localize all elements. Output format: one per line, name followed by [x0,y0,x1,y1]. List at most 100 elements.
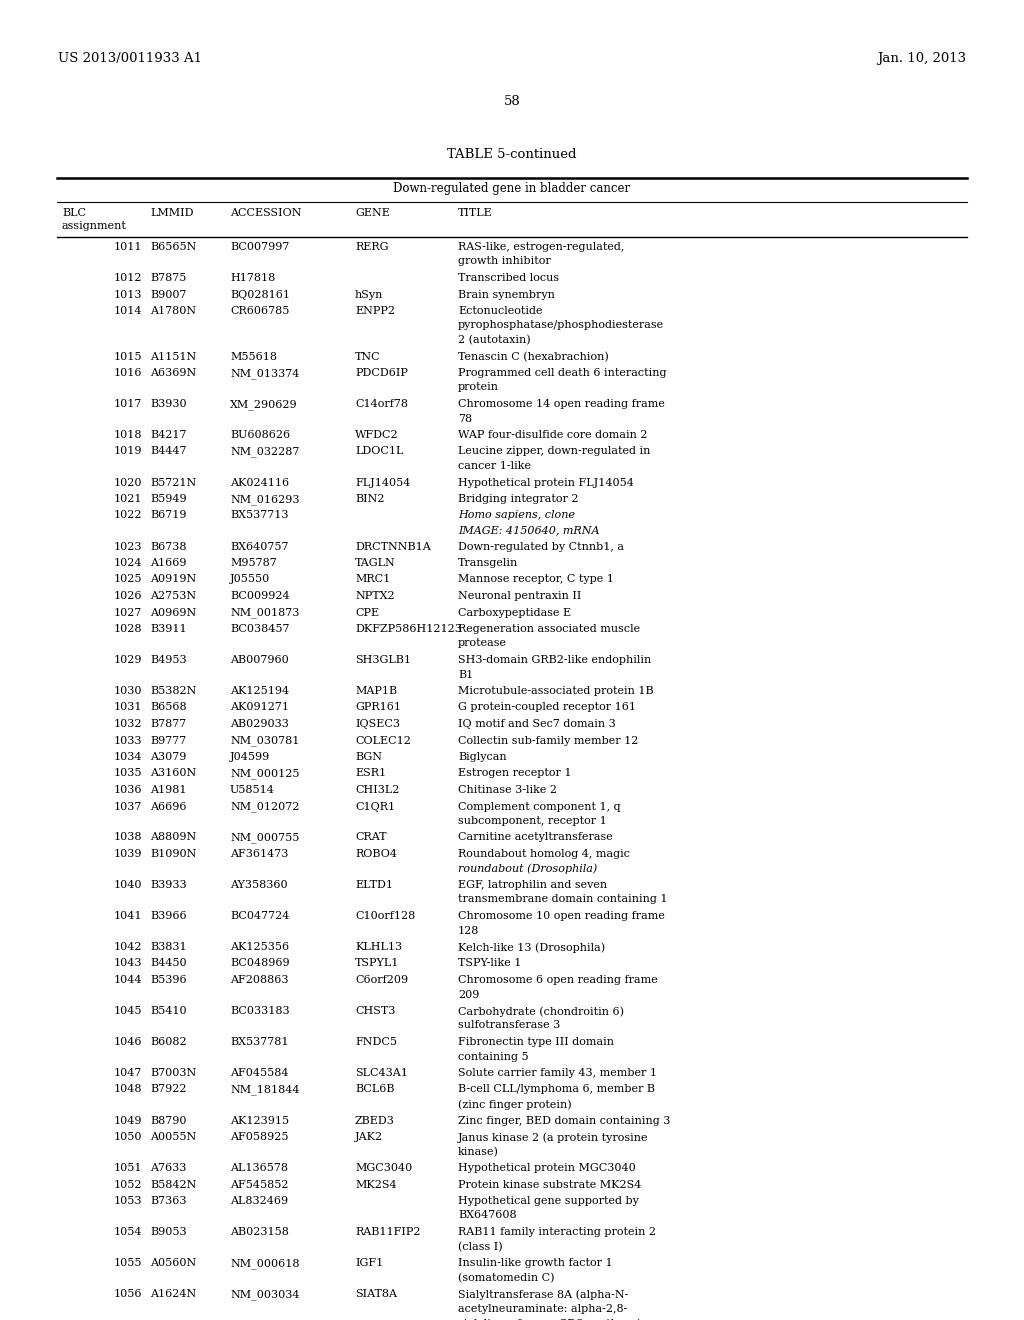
Text: pyrophosphatase/phosphodiesterase: pyrophosphatase/phosphodiesterase [458,321,665,330]
Text: C10orf128: C10orf128 [355,911,416,921]
Text: A2753N: A2753N [150,591,197,601]
Text: ESR1: ESR1 [355,768,386,779]
Text: growth inhibitor: growth inhibitor [458,256,551,267]
Text: 1029: 1029 [114,655,142,665]
Text: 1045: 1045 [114,1006,142,1016]
Text: G protein-coupled receptor 161: G protein-coupled receptor 161 [458,702,636,713]
Text: A1624N: A1624N [150,1290,197,1299]
Text: Brain synembryn: Brain synembryn [458,289,555,300]
Text: AL136578: AL136578 [230,1163,288,1173]
Text: AK123915: AK123915 [230,1115,289,1126]
Text: NM_003034: NM_003034 [230,1290,299,1300]
Text: A7633: A7633 [150,1163,186,1173]
Text: (class I): (class I) [458,1242,503,1251]
Text: Hypothetical protein MGC3040: Hypothetical protein MGC3040 [458,1163,636,1173]
Text: acetylneuraminate: alpha-2,8-: acetylneuraminate: alpha-2,8- [458,1304,628,1313]
Text: B3966: B3966 [150,911,186,921]
Text: 1041: 1041 [114,911,142,921]
Text: (somatomedin C): (somatomedin C) [458,1272,555,1283]
Text: Homo sapiens, clone: Homo sapiens, clone [458,511,575,520]
Text: LDOC1L: LDOC1L [355,446,403,457]
Text: ZBED3: ZBED3 [355,1115,395,1126]
Text: Solute carrier family 43, member 1: Solute carrier family 43, member 1 [458,1068,657,1078]
Text: BC048969: BC048969 [230,958,290,969]
Text: protease: protease [458,639,507,648]
Text: AK091271: AK091271 [230,702,289,713]
Text: NM_000125: NM_000125 [230,768,299,779]
Text: GPR161: GPR161 [355,702,401,713]
Text: A8809N: A8809N [150,833,197,842]
Text: PDCD6IP: PDCD6IP [355,368,408,378]
Text: Bridging integrator 2: Bridging integrator 2 [458,494,579,504]
Text: A0969N: A0969N [150,607,197,618]
Text: BLC: BLC [62,209,86,218]
Text: B7922: B7922 [150,1085,186,1094]
Text: sulfotransferase 3: sulfotransferase 3 [458,1020,560,1031]
Text: 1021: 1021 [114,494,142,504]
Text: NM_000755: NM_000755 [230,833,299,843]
Text: C6orf209: C6orf209 [355,975,409,985]
Text: TAGLN: TAGLN [355,558,395,568]
Text: 1056: 1056 [114,1290,142,1299]
Text: Sialyltransferase 8A (alpha-N-: Sialyltransferase 8A (alpha-N- [458,1290,629,1300]
Text: IMAGE: 4150640, mRNA: IMAGE: 4150640, mRNA [458,525,599,535]
Text: Down-regulated by Ctnnb1, a: Down-regulated by Ctnnb1, a [458,541,624,552]
Text: 1015: 1015 [114,351,142,362]
Text: 1032: 1032 [114,719,142,729]
Text: 1022: 1022 [114,511,142,520]
Text: J05550: J05550 [230,574,270,585]
Text: COLEC12: COLEC12 [355,735,411,746]
Text: Complement component 1, q: Complement component 1, q [458,801,621,812]
Text: Tenascin C (hexabrachion): Tenascin C (hexabrachion) [458,351,608,362]
Text: B1: B1 [458,669,473,680]
Text: A1669: A1669 [150,558,186,568]
Text: B1090N: B1090N [150,849,197,859]
Text: B5721N: B5721N [150,478,197,487]
Text: CHST3: CHST3 [355,1006,395,1016]
Text: kinase): kinase) [458,1147,499,1156]
Text: AK024116: AK024116 [230,478,289,487]
Text: Leucine zipper, down-regulated in: Leucine zipper, down-regulated in [458,446,650,457]
Text: 1051: 1051 [114,1163,142,1173]
Text: Zinc finger, BED domain containing 3: Zinc finger, BED domain containing 3 [458,1115,671,1126]
Text: ACCESSION: ACCESSION [230,209,301,218]
Text: containing 5: containing 5 [458,1052,528,1061]
Text: 209: 209 [458,990,479,999]
Text: A0560N: A0560N [150,1258,197,1269]
Text: SIAT8A: SIAT8A [355,1290,397,1299]
Text: BC047724: BC047724 [230,911,290,921]
Text: Chromosome 10 open reading frame: Chromosome 10 open reading frame [458,911,665,921]
Text: cancer 1-like: cancer 1-like [458,461,531,471]
Text: BCL6B: BCL6B [355,1085,394,1094]
Text: 1038: 1038 [114,833,142,842]
Text: 1011: 1011 [114,242,142,252]
Text: ROBO4: ROBO4 [355,849,397,859]
Text: BIN2: BIN2 [355,494,384,504]
Text: AF361473: AF361473 [230,849,289,859]
Text: 1039: 1039 [114,849,142,859]
Text: sialyltransferase, GD3 synthase): sialyltransferase, GD3 synthase) [458,1317,641,1320]
Text: BX647608: BX647608 [458,1210,517,1221]
Text: KLHL13: KLHL13 [355,942,402,952]
Text: NM_030781: NM_030781 [230,735,299,746]
Text: WAP four-disulfide core domain 2: WAP four-disulfide core domain 2 [458,430,647,440]
Text: B4450: B4450 [150,958,186,969]
Text: B6082: B6082 [150,1038,186,1047]
Text: Fibronectin type III domain: Fibronectin type III domain [458,1038,614,1047]
Text: CPE: CPE [355,607,379,618]
Text: AB007960: AB007960 [230,655,289,665]
Text: Programmed cell death 6 interacting: Programmed cell death 6 interacting [458,368,667,378]
Text: 1024: 1024 [114,558,142,568]
Text: B9007: B9007 [150,289,186,300]
Text: 1043: 1043 [114,958,142,969]
Text: US 2013/0011933 A1: US 2013/0011933 A1 [58,51,202,65]
Text: CHI3L2: CHI3L2 [355,785,399,795]
Text: RAB11FIP2: RAB11FIP2 [355,1228,421,1237]
Text: (zinc finger protein): (zinc finger protein) [458,1100,571,1110]
Text: A3079: A3079 [150,752,186,762]
Text: ENPP2: ENPP2 [355,306,395,315]
Text: Protein kinase substrate MK2S4: Protein kinase substrate MK2S4 [458,1180,641,1189]
Text: XM_290629: XM_290629 [230,399,298,409]
Text: B7875: B7875 [150,273,186,282]
Text: SLC43A1: SLC43A1 [355,1068,408,1078]
